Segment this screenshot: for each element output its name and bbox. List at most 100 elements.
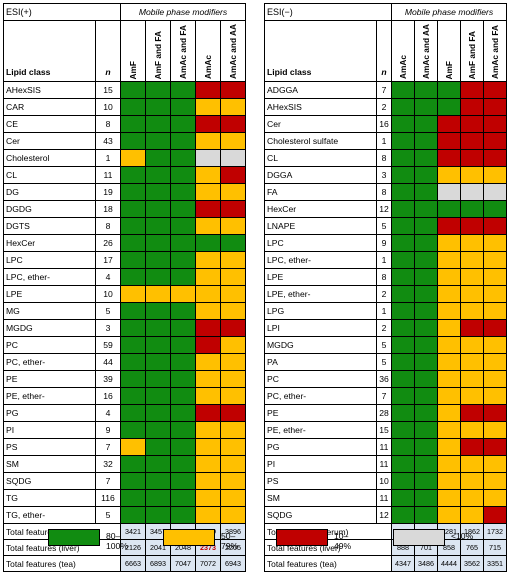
coverage-cell bbox=[145, 421, 171, 439]
lipid-class-name: Cer bbox=[3, 132, 96, 150]
coverage-cell bbox=[414, 81, 438, 99]
column-header-label: AmAc and AA bbox=[421, 23, 431, 79]
coverage-cell bbox=[195, 81, 221, 99]
coverage-cell bbox=[220, 132, 246, 150]
lipid-row: TG, ether- 5 bbox=[3, 506, 246, 524]
total-features-value: 4444 bbox=[437, 555, 461, 572]
coverage-cell bbox=[145, 81, 171, 99]
coverage-cell bbox=[145, 132, 171, 150]
coverage-cell bbox=[170, 98, 196, 116]
lipid-class-name: PC, ether- bbox=[264, 387, 377, 405]
coverage-cell bbox=[460, 506, 484, 524]
lipid-count: 7 bbox=[95, 472, 121, 490]
coverage-cell bbox=[460, 472, 484, 490]
lipid-class-name: SQDG bbox=[264, 506, 377, 524]
coverage-cell bbox=[220, 438, 246, 456]
lipid-count: 2 bbox=[376, 98, 392, 116]
coverage-cell bbox=[391, 404, 415, 422]
coverage-cell bbox=[145, 472, 171, 490]
legend-label: 80–100% bbox=[106, 531, 128, 551]
coverage-cell bbox=[195, 489, 221, 507]
coverage-cell bbox=[220, 166, 246, 184]
coverage-cell bbox=[145, 149, 171, 167]
modifiers-title: Mobile phase modifiers bbox=[391, 3, 507, 21]
total-features-value: 1862 bbox=[460, 523, 484, 540]
lipid-count: 3 bbox=[95, 319, 121, 337]
coverage-cell bbox=[460, 319, 484, 337]
coverage-cell bbox=[145, 319, 171, 337]
lipid-class-name: MGDG bbox=[264, 336, 377, 354]
coverage-cell bbox=[120, 489, 146, 507]
lipid-row: Cer 16 bbox=[264, 115, 507, 133]
lipid-row: PE, ether- 16 bbox=[3, 387, 246, 405]
coverage-cell bbox=[195, 319, 221, 337]
coverage-cell bbox=[414, 285, 438, 303]
coverage-cell bbox=[460, 200, 484, 218]
coverage-cell bbox=[483, 302, 507, 320]
coverage-cell bbox=[170, 421, 196, 439]
coverage-cell bbox=[120, 455, 146, 473]
lipid-class-name: CL bbox=[3, 166, 96, 184]
lipid-row: CL 8 bbox=[264, 149, 507, 167]
lipid-row: DG 19 bbox=[3, 183, 246, 201]
coverage-cell bbox=[483, 353, 507, 371]
lipid-row: SM 11 bbox=[264, 489, 507, 507]
coverage-cell bbox=[195, 404, 221, 422]
lipid-class-name: PS bbox=[3, 438, 96, 456]
coverage-cell bbox=[145, 268, 171, 286]
coverage-cell bbox=[391, 98, 415, 116]
coverage-cell bbox=[483, 251, 507, 269]
column-header: AmAc and FA bbox=[170, 20, 196, 82]
coverage-cell bbox=[120, 251, 146, 269]
lipid-class-name: LPC, ether- bbox=[264, 251, 377, 269]
coverage-cell bbox=[170, 455, 196, 473]
lipid-count: 15 bbox=[95, 81, 121, 99]
coverage-cell bbox=[483, 421, 507, 439]
lipid-row: PI 9 bbox=[3, 421, 246, 439]
lipid-count: 16 bbox=[95, 387, 121, 405]
coverage-cell bbox=[145, 353, 171, 371]
coverage-cell bbox=[220, 302, 246, 320]
lipid-count: 3 bbox=[376, 166, 392, 184]
coverage-cell bbox=[170, 166, 196, 184]
lipid-class-name: HexCer bbox=[3, 234, 96, 252]
coverage-cell bbox=[483, 200, 507, 218]
lipid-class-name: LPE bbox=[264, 268, 377, 286]
coverage-cell bbox=[195, 438, 221, 456]
lipid-row: HexCer 26 bbox=[3, 234, 246, 252]
lipid-class-name: HexCer bbox=[264, 200, 377, 218]
lipid-count: 9 bbox=[95, 421, 121, 439]
lipid-class-name: ADGGA bbox=[264, 81, 377, 99]
coverage-cell bbox=[391, 81, 415, 99]
lipid-row: SM 32 bbox=[3, 455, 246, 473]
legend: 80–100% 50–79% 10–49% <10% bbox=[0, 529, 508, 551]
total-features-row: Total features (tea) 4347 3486 4444 3562 3351 bbox=[264, 555, 507, 572]
coverage-cell bbox=[170, 149, 196, 167]
coverage-cell bbox=[170, 387, 196, 405]
coverage-cell bbox=[120, 217, 146, 235]
coverage-cell bbox=[391, 166, 415, 184]
coverage-cell bbox=[120, 234, 146, 252]
lipid-class-name: PC bbox=[3, 336, 96, 354]
lipid-row: SQDG 7 bbox=[3, 472, 246, 490]
coverage-cell bbox=[170, 268, 196, 286]
coverage-cell bbox=[483, 438, 507, 456]
esi-negative-panel: ESI(−) Mobile phase modifiers Lipid clas… bbox=[264, 3, 507, 572]
coverage-cell bbox=[437, 217, 461, 235]
coverage-cell bbox=[391, 336, 415, 354]
coverage-cell bbox=[391, 251, 415, 269]
lipid-count: 11 bbox=[376, 489, 392, 507]
coverage-cell bbox=[460, 166, 484, 184]
column-header: AmF bbox=[120, 20, 146, 82]
coverage-cell bbox=[220, 251, 246, 269]
lipid-class-name: DGTS bbox=[3, 217, 96, 235]
coverage-cell bbox=[391, 370, 415, 388]
coverage-cell bbox=[437, 302, 461, 320]
coverage-cell bbox=[483, 404, 507, 422]
coverage-cell bbox=[414, 370, 438, 388]
coverage-cell bbox=[145, 302, 171, 320]
coverage-cell bbox=[414, 302, 438, 320]
coverage-cell bbox=[195, 353, 221, 371]
lipid-class-name: PE bbox=[264, 404, 377, 422]
total-features-value: 7047 bbox=[170, 555, 196, 572]
